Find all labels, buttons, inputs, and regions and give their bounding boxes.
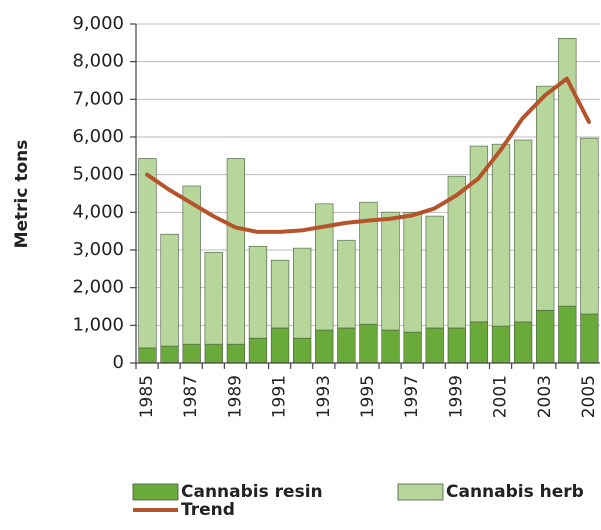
y-tick-label: 8,000 (72, 51, 124, 72)
bar-segment (182, 185, 201, 345)
bar-segment (293, 337, 312, 364)
y-tick-label: 7,000 (72, 88, 124, 109)
bar-segment (270, 327, 290, 364)
bar-segment (403, 331, 422, 364)
x-tick-label: 1997 (402, 375, 422, 418)
bar-segment (580, 313, 599, 364)
legend-swatch (397, 483, 444, 501)
x-tick-label: 2005 (579, 375, 599, 418)
bar-segment (469, 145, 489, 323)
bar-segment (513, 139, 533, 323)
bar-segment (469, 321, 489, 364)
bar-segment (160, 233, 179, 347)
y-tick-label: 3,000 (72, 239, 124, 260)
bar-segment (359, 201, 378, 325)
bar-segment (248, 337, 268, 364)
legend-label: Cannabis resin (181, 482, 323, 502)
bar-segment (204, 343, 223, 364)
x-tick-label: 1999 (446, 375, 466, 418)
bar-segment (513, 321, 533, 364)
y-tick-label: 6,000 (72, 126, 124, 147)
y-tick-label: 1,000 (72, 314, 124, 335)
bar-segment (138, 347, 157, 364)
bar-segment (138, 158, 157, 349)
y-tick-label: 0 (113, 352, 124, 373)
bar-segment (315, 203, 334, 331)
bar-segment (337, 239, 356, 329)
bar-segment (359, 323, 378, 364)
bar-segment (558, 38, 577, 307)
x-tick-label: 2003 (535, 375, 555, 418)
bar-segment (381, 329, 400, 364)
x-tick-label: 2001 (491, 375, 511, 418)
x-tick-label: 1989 (225, 375, 245, 418)
bar-segment (425, 215, 444, 329)
bar-segment (270, 259, 290, 329)
bar-segment (491, 325, 511, 364)
bar-segment (403, 212, 422, 333)
y-tick-label: 4,000 (72, 201, 124, 222)
bar-segment (447, 175, 466, 329)
bar-segment (293, 247, 312, 339)
bar-segment (558, 305, 577, 364)
bar-segment (315, 329, 334, 364)
bar-segment (226, 158, 246, 345)
bar-segment (182, 343, 201, 364)
x-tick-label: 1985 (137, 375, 157, 418)
bar-segment (425, 327, 444, 364)
x-tick-label: 1993 (314, 375, 334, 418)
x-tick-label: 1987 (181, 375, 201, 418)
y-tick-label: 2,000 (72, 277, 124, 298)
x-tick-label: 1995 (358, 375, 378, 418)
trend-line (145, 76, 591, 234)
legend-label: Trend (181, 500, 235, 520)
bar-segment (248, 245, 268, 339)
y-tick-label: 5,000 (72, 164, 124, 185)
x-tick-label: 1991 (270, 375, 290, 418)
bar-segment (536, 309, 555, 364)
legend-label: Cannabis herb (446, 482, 584, 502)
legend-swatch (132, 483, 179, 501)
y-tick-label: 9,000 (72, 13, 124, 34)
bar-segment (337, 327, 356, 364)
bar-segment (491, 143, 511, 327)
bar-segment (381, 211, 400, 331)
y-axis-label: Metric tons (12, 140, 32, 249)
bar-segment (536, 85, 555, 311)
bar-segment (226, 343, 246, 364)
bar-segment (580, 137, 599, 315)
bar-segment (204, 251, 223, 345)
bar-segment (447, 327, 466, 364)
bar-segment (160, 345, 179, 364)
